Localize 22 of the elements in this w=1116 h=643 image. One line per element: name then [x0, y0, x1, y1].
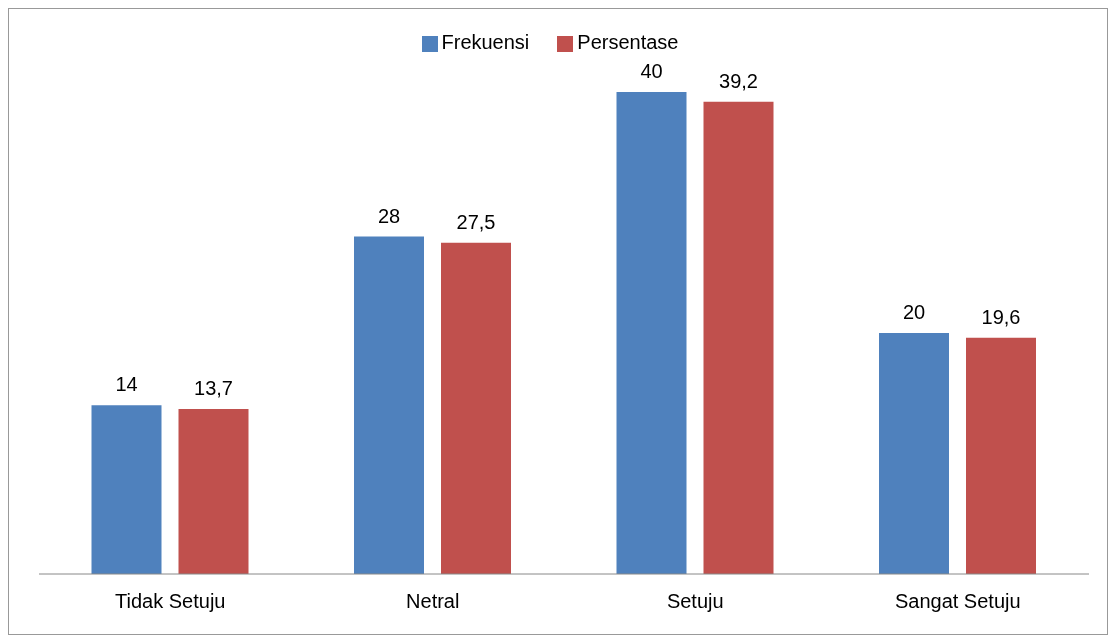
data-label: 14: [115, 373, 138, 396]
bar: [616, 92, 687, 574]
data-label: 27,5: [456, 210, 496, 233]
x-tick-label: Tidak Setuju: [115, 590, 226, 613]
x-tick-label: Setuju: [666, 590, 724, 613]
data-label: 19,6: [981, 305, 1021, 328]
data-label: 13,7: [194, 376, 233, 399]
legend-label: Persentase: [577, 31, 679, 53]
data-label: 28: [377, 204, 401, 227]
bar: [178, 408, 249, 574]
bar: [91, 405, 162, 574]
x-tick-label: Sangat Setuju: [894, 590, 1021, 613]
x-tick-label: Netral: [406, 590, 460, 613]
data-label: 39,2: [719, 69, 758, 92]
data-label: 20: [902, 301, 926, 323]
data-label: 40: [640, 60, 663, 82]
bar: [966, 337, 1036, 574]
bar: [441, 242, 511, 574]
bar: [354, 236, 424, 574]
bar: [703, 101, 774, 574]
bar: [879, 333, 949, 574]
legend-label: Frekuensi: [441, 31, 530, 53]
